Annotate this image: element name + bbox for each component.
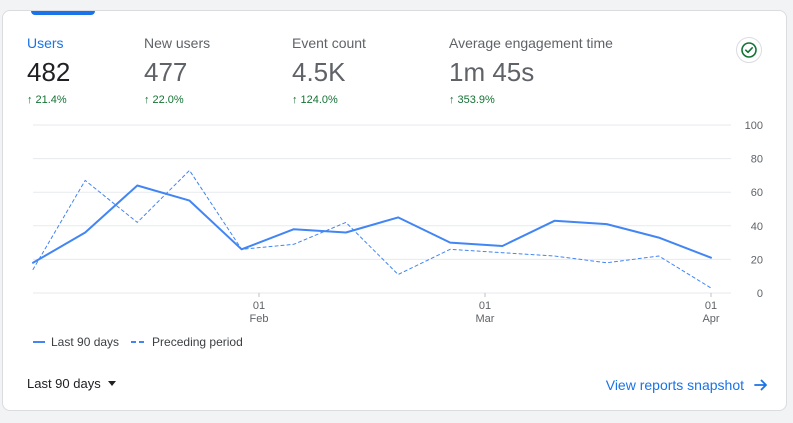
chart-legend: Last 90 days Preceding period — [33, 335, 255, 349]
arrow-up-icon: ↑ — [292, 94, 298, 106]
caret-down-icon — [107, 381, 116, 386]
arrow-up-icon: ↑ — [144, 94, 150, 106]
series-line-last-90-days — [32, 184, 712, 264]
x-tick-day: 01 — [705, 300, 717, 312]
x-tick-day: 01 — [253, 300, 265, 312]
metric-label: Users — [27, 35, 64, 51]
metric-tab-avg-engagement-time[interactable]: Average engagement time 1m 45s ↑ 353.9% — [449, 35, 613, 106]
metric-tab-new-users[interactable]: New users 477 ↑ 22.0% — [144, 35, 210, 106]
metric-delta: ↑ 124.0% — [292, 94, 338, 106]
y-tick-label: 100 — [745, 120, 763, 132]
x-tick-month: Mar — [476, 313, 495, 325]
solid-line-swatch-icon — [33, 341, 45, 343]
dashed-line-swatch-icon — [131, 341, 145, 343]
arrow-right-icon — [754, 379, 767, 391]
metric-label: Average engagement time — [449, 35, 613, 51]
legend-item-previous: Preceding period — [131, 335, 243, 349]
metric-label: Event count — [292, 35, 366, 51]
arrow-up-icon: ↑ — [449, 94, 455, 106]
y-tick-label: 40 — [751, 221, 763, 233]
x-tick-month: Apr — [702, 313, 719, 325]
metric-tab-event-count[interactable]: Event count 4.5K ↑ 124.0% — [292, 35, 366, 106]
view-reports-snapshot-link[interactable]: View reports snapshot — [606, 377, 768, 393]
y-tick-label: 20 — [751, 254, 763, 266]
metric-value: 1m 45s — [449, 57, 535, 87]
active-tab-indicator — [31, 11, 95, 15]
x-tick-month: Feb — [250, 313, 269, 325]
metric-delta: ↑ 21.4% — [27, 94, 67, 106]
metric-value: 477 — [144, 57, 188, 87]
view-reports-label: View reports snapshot — [605, 377, 744, 393]
date-range-label: Last 90 days — [27, 376, 101, 391]
metric-value: 482 — [27, 57, 71, 87]
check-circle-icon[interactable] — [736, 37, 762, 63]
y-tick-label: 60 — [751, 187, 763, 199]
metric-label: New users — [144, 35, 211, 51]
metric-delta: ↑ 353.9% — [449, 94, 495, 106]
legend-item-current: Last 90 days — [33, 335, 119, 349]
x-tick-day: 01 — [479, 300, 491, 312]
arrow-up-icon: ↑ — [27, 94, 33, 106]
metric-delta: ↑ 22.0% — [144, 94, 184, 106]
y-tick-label: 0 — [757, 288, 763, 300]
y-tick-label: 80 — [751, 154, 763, 166]
metric-value: 4.5K — [292, 57, 346, 87]
date-range-dropdown[interactable]: Last 90 days — [27, 376, 116, 391]
metric-tab-users[interactable]: Users 482 ↑ 21.4% — [27, 35, 70, 106]
overview-card: Users 482 ↑ 21.4% New users 477 ↑ 22.0% Ev… — [2, 10, 787, 411]
series-line-preceding-period — [32, 169, 712, 289]
